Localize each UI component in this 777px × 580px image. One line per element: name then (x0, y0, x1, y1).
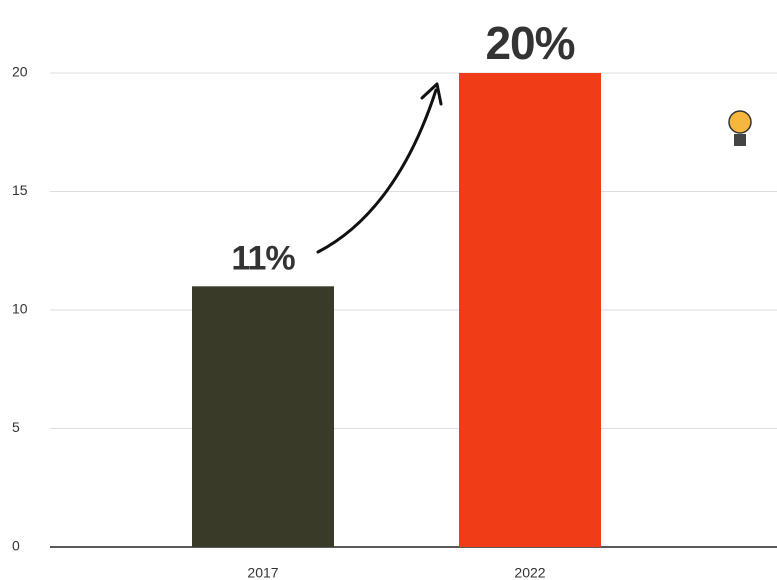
grid (50, 72, 777, 548)
value-label: 20% (485, 17, 574, 69)
bar (459, 73, 601, 547)
x-tick-label: 2022 (514, 565, 545, 580)
bars (192, 73, 601, 547)
y-tick-label: 5 (12, 419, 20, 435)
y-tick-label: 15 (12, 182, 28, 198)
x-tick-label: 2017 (247, 565, 278, 580)
arrow-head (420, 82, 443, 106)
decoration-bulb (728, 110, 752, 146)
y-tick-label: 20 (12, 64, 28, 80)
value-label: 11% (231, 239, 295, 277)
bar (192, 286, 334, 547)
y-tick-label: 0 (12, 538, 20, 554)
trend-arrow (316, 88, 438, 254)
labels: 0 5 10 15 20 2017 11% 2022 20% (12, 17, 576, 580)
y-tick-label: 10 (12, 301, 28, 317)
